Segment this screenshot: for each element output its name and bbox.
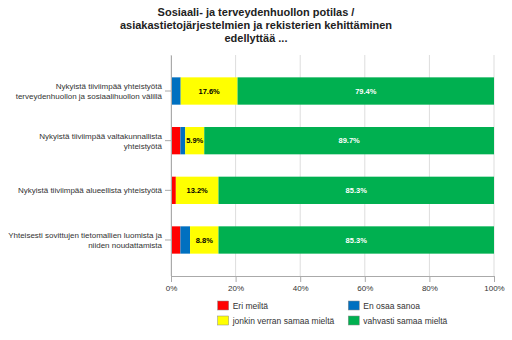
- text-line: yhteistyötä: [124, 142, 163, 151]
- x-axis: 0% 20% 40% 60% 80% 100%: [166, 276, 505, 293]
- bar: [171, 127, 180, 154]
- x-tick-mark: [236, 276, 237, 282]
- x-tick-mark: [300, 276, 301, 282]
- bar: [238, 77, 494, 104]
- data-label: 85.3%: [346, 186, 368, 195]
- data-labels: 17.6% 5.9% 13.2% 8.8% 79.4% 89.7% 85.3% 85.3%: [186, 87, 377, 245]
- bar: [176, 177, 219, 204]
- y-tick: Nykyistä tiiviimpää yhteistyötäterveyden…: [16, 82, 171, 101]
- x-tick: 40%: [293, 276, 309, 293]
- bar: [204, 127, 494, 154]
- y-axis: Nykyistä tiiviimpää yhteistyötäterveyden…: [8, 56, 171, 277]
- x-tick: 80%: [422, 276, 438, 293]
- plot: 17.6% 5.9% 13.2% 8.8% 79.4% 89.7% 85.3% 85.3% 0%…: [166, 55, 505, 293]
- x-tick-label: 100%: [484, 284, 504, 293]
- data-label: 79.4%: [355, 87, 377, 96]
- data-label: 89.7%: [338, 136, 360, 145]
- x-tick-mark: [494, 276, 495, 282]
- x-tick-mark: [171, 276, 172, 282]
- y-tick-mark: [165, 91, 171, 92]
- x-tick: 20%: [228, 276, 244, 293]
- text-line: Nykyistä tiiviimpää yhteistyötä: [56, 82, 163, 91]
- grid-line: [171, 55, 172, 276]
- text-line: edellyttää ...: [225, 32, 288, 44]
- bar: [185, 127, 204, 154]
- x-tick-label: 60%: [357, 284, 373, 293]
- x-tick: 100%: [484, 276, 504, 293]
- y-tick-label: Nykyistä tiiviimpää alueellista yhteisty…: [18, 186, 163, 195]
- text-line: terveydenhuollon ja sosiaalihuollon väli…: [16, 92, 163, 101]
- title: Sosiaali- ja terveydenhuollon potilas /a…: [120, 6, 392, 44]
- text-line: Nykyistä tiiviimpää valtakunnallista: [39, 132, 162, 141]
- legend-item: En osaa sanoa: [348, 301, 420, 311]
- text-line: niiden noudattamista: [88, 241, 162, 250]
- y-tick-mark: [165, 140, 171, 141]
- x-tick: 0%: [166, 276, 178, 293]
- legend-swatch: [348, 316, 359, 325]
- x-tick-label: 20%: [228, 284, 244, 293]
- legend-swatch: [218, 301, 229, 310]
- x-tick-label: 40%: [293, 284, 309, 293]
- y-tick: Nykyistä tiiviimpää valtakunnallistayhte…: [39, 132, 171, 151]
- text-line: Sosiaali- ja terveydenhuollon potilas /: [158, 6, 355, 18]
- bar: [180, 127, 185, 154]
- legend-item: jonkin verran samaa mieltä: [218, 316, 335, 326]
- x-tick-label: 80%: [422, 284, 438, 293]
- x-tick-label: 0%: [166, 284, 178, 293]
- legend-label: En osaa sanoa: [363, 301, 420, 311]
- x-tick-mark: [365, 276, 366, 282]
- legend-item: vahvasti samaa mieltä: [348, 316, 447, 326]
- data-label: 17.6%: [198, 87, 220, 96]
- legend-label: Eri meiltä: [233, 301, 269, 311]
- y-tick-label: Nykyistä tiiviimpää valtakunnallistayhte…: [39, 132, 162, 151]
- y-tick: Nykyistä tiiviimpää alueellista yhteisty…: [18, 186, 171, 195]
- data-label: 8.8%: [196, 236, 213, 245]
- bar: [171, 77, 181, 104]
- legend: Eri meiltä En osaa sanoa jonkin verran sam…: [218, 301, 448, 326]
- bar: [218, 226, 494, 253]
- x-axis-line: [172, 276, 495, 277]
- bar: [218, 177, 494, 204]
- x-tick-mark: [429, 276, 430, 282]
- y-tick-label: Nykyistä tiiviimpää yhteistyötäterveyden…: [16, 82, 163, 101]
- legend-item: Eri meiltä: [218, 301, 269, 311]
- series: [204, 77, 494, 253]
- legend-swatch: [348, 301, 359, 310]
- data-label: 85.3%: [346, 236, 368, 245]
- grid: [171, 55, 494, 276]
- text-line: Yhteisesti sovittujen tietomallien luomi…: [8, 231, 162, 240]
- y-tick: Yhteisesti sovittujen tietomallien luomi…: [8, 231, 171, 250]
- legend-label: jonkin verran samaa mieltä: [232, 316, 335, 326]
- data-label: 13.2%: [187, 186, 209, 195]
- bar: [181, 77, 238, 104]
- y-tick-label: Yhteisesti sovittujen tietomallien luomi…: [8, 231, 162, 250]
- data-label: 5.9%: [186, 136, 203, 145]
- y-tick-mark: [165, 239, 171, 240]
- chart: Sosiaali- ja terveydenhuollon potilas /a…: [0, 0, 512, 340]
- bars: [171, 77, 494, 253]
- bar: [180, 226, 190, 253]
- bar: [171, 226, 180, 253]
- x-tick: 60%: [357, 276, 373, 293]
- text-line: asiakastietojärjestelmien ja rekisterien…: [120, 19, 392, 31]
- bar: [190, 226, 218, 253]
- y-tick-mark: [165, 190, 171, 191]
- y-axis-line: [171, 56, 172, 277]
- legend-label: vahvasti samaa mieltä: [363, 316, 447, 326]
- text-line: Nykyistä tiiviimpää alueellista yhteisty…: [18, 186, 163, 195]
- legend-swatch: [218, 316, 229, 325]
